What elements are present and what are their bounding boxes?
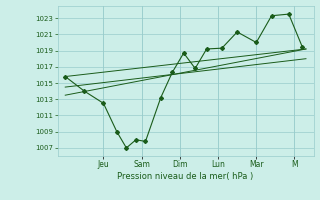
X-axis label: Pression niveau de la mer( hPa ): Pression niveau de la mer( hPa ) <box>117 172 254 181</box>
